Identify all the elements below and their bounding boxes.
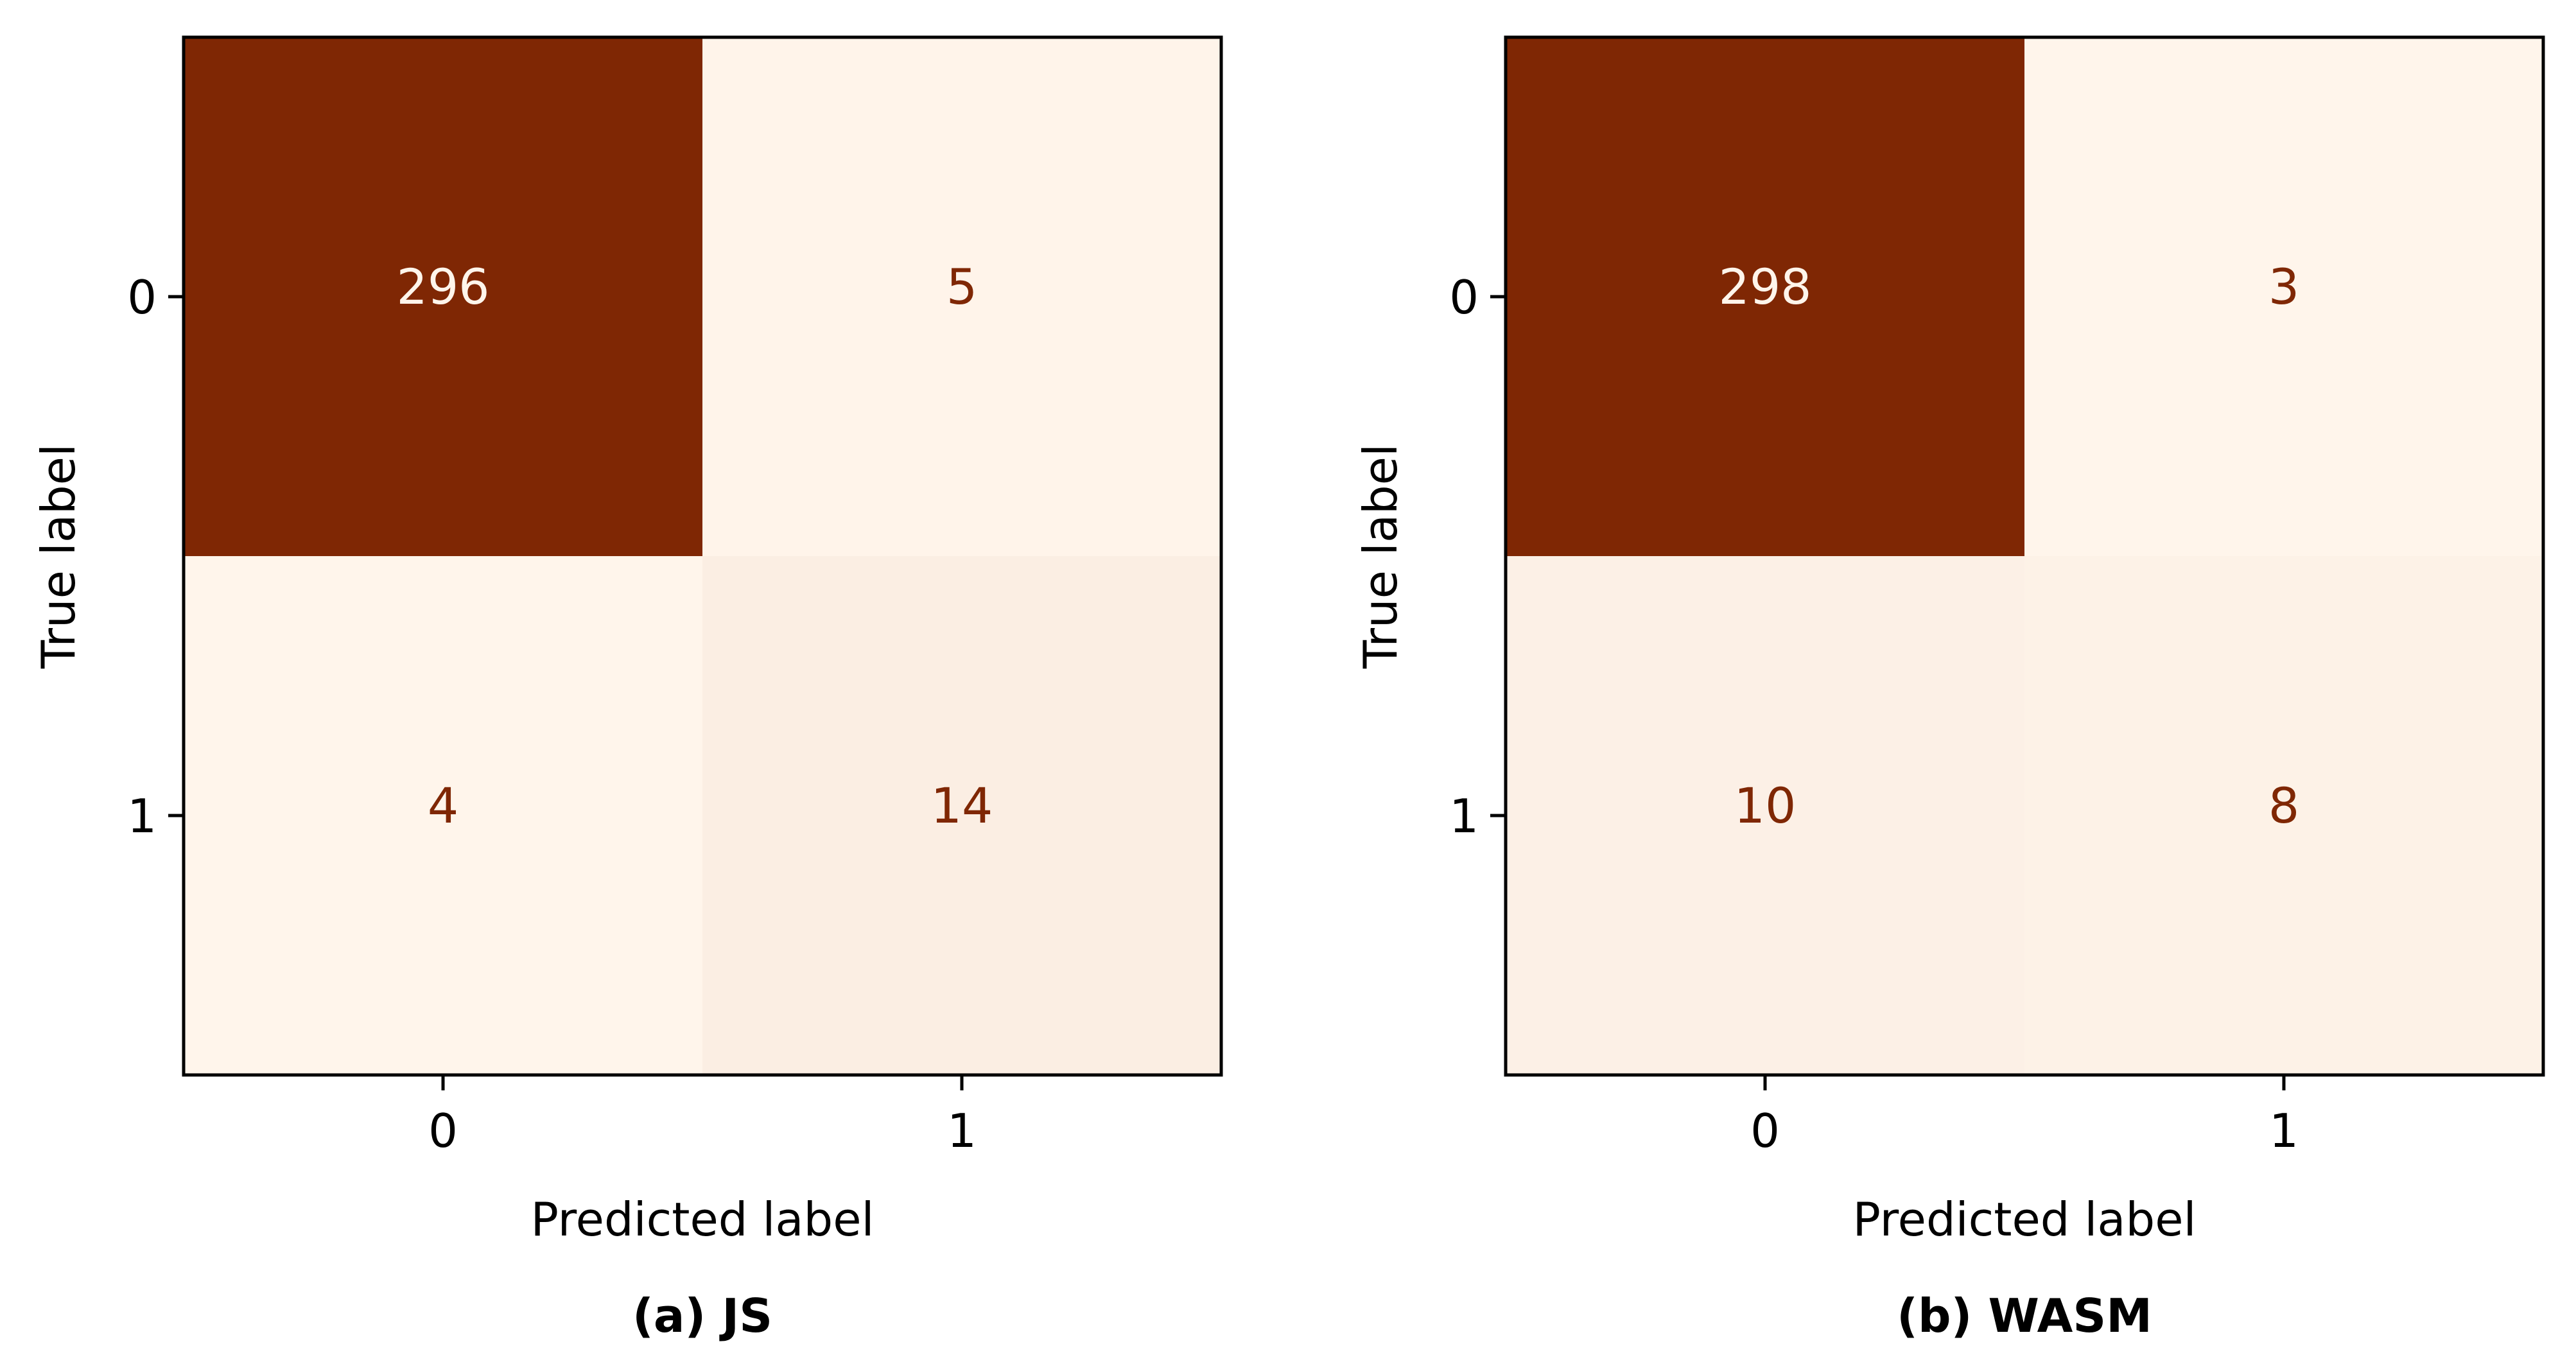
cell-value-label-0-0: 296 [396,258,489,315]
matrix-cell-1-0 [184,556,702,1075]
x-axis-label: Predicted label [530,1192,874,1246]
axes-frame [182,35,1223,1077]
cell-value-label-1-0: 4 [428,777,458,834]
cell-value-label-0-1: 3 [2268,258,2299,315]
cell-value-label-1-0: 10 [1734,777,1797,834]
matrix-cell-0-1 [2024,37,2543,556]
y-tick-label: 1 [127,789,157,843]
cell-value-label-1-1: 14 [931,777,993,834]
y-axis-label: True label [1353,444,1407,669]
y-tick-label: 1 [1449,789,1479,843]
matrix-cell-0-1 [702,37,1221,556]
x-axis-label: Predicted label [1852,1192,2196,1246]
cell-value-label-1-1: 8 [2268,777,2299,834]
axes-frame [1504,35,2545,1077]
matrix-cell-1-0 [1506,556,2024,1075]
matrix-cell-0-0 [1506,37,2024,556]
y-axis-label: True label [31,444,85,669]
y-tick-label: 0 [127,270,157,324]
panel-caption: (b) WASM [1897,1289,2152,1343]
matrix-cell-0-0 [184,37,702,556]
confusion-matrix-panel-js: 296 5 4 14 0 1 0 1 Predicted label True label (a) … [31,35,1223,1343]
cell-value-label-0-0: 298 [1718,258,1811,315]
x-tick-label: 0 [428,1104,458,1158]
matrix-cell-1-1 [702,556,1221,1075]
x-tick-label: 1 [2269,1104,2299,1158]
cell-value-label-0-1: 5 [946,258,977,315]
panel-caption: (a) JS [632,1289,772,1343]
y-tick-label: 0 [1449,270,1479,324]
x-tick-label: 1 [947,1104,977,1158]
x-tick-label: 0 [1750,1104,1780,1158]
matrix-cell-1-1 [2024,556,2543,1075]
